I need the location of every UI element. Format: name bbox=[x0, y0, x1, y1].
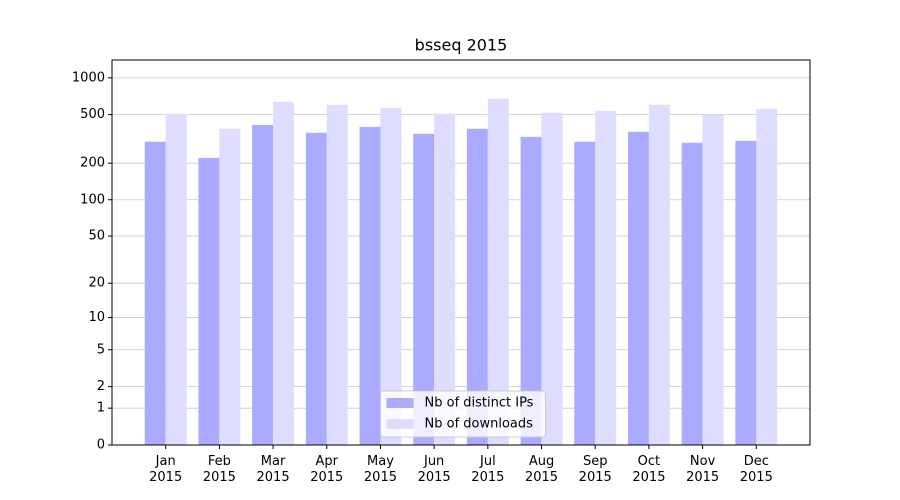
y-tick-label: 0 bbox=[97, 438, 105, 453]
x-tick-label: Dec 2015 bbox=[740, 454, 773, 485]
x-tick-label: Apr 2015 bbox=[310, 454, 343, 485]
bar bbox=[648, 104, 670, 445]
bar bbox=[681, 142, 703, 445]
bar bbox=[219, 128, 241, 445]
bar bbox=[198, 157, 220, 446]
bar bbox=[380, 107, 402, 445]
legend-swatch bbox=[386, 419, 414, 429]
bar bbox=[702, 114, 724, 445]
bar bbox=[735, 140, 757, 445]
y-tick-label: 5 bbox=[97, 342, 105, 357]
x-tick-label: Nov 2015 bbox=[686, 454, 719, 485]
x-tick-label: Sep 2015 bbox=[579, 454, 612, 485]
x-tick-label: Jun 2015 bbox=[418, 454, 451, 485]
legend-label: Nb of distinct IPs bbox=[425, 396, 534, 411]
y-tick-label: 1 bbox=[97, 401, 105, 416]
x-tick-label: May 2015 bbox=[364, 454, 397, 485]
bar bbox=[144, 141, 166, 445]
axes-frame bbox=[111, 59, 811, 446]
x-tick-label: Feb 2015 bbox=[203, 454, 236, 485]
bar bbox=[273, 101, 295, 446]
bar bbox=[627, 131, 649, 445]
y-tick-label: 100 bbox=[80, 192, 105, 207]
y-tick-label: 10 bbox=[88, 310, 105, 325]
bar bbox=[466, 128, 488, 445]
bars bbox=[144, 98, 778, 446]
legend-label: Nb of downloads bbox=[425, 417, 534, 432]
bar bbox=[252, 124, 274, 445]
chart-title: bsseq 2015 bbox=[415, 36, 508, 55]
bar bbox=[413, 133, 435, 445]
bar bbox=[574, 141, 596, 445]
bar bbox=[541, 112, 563, 446]
bar bbox=[434, 113, 456, 445]
bar bbox=[756, 108, 778, 446]
y-tick-label: 2 bbox=[97, 379, 105, 394]
x-tick-label: Mar 2015 bbox=[257, 454, 290, 485]
bar bbox=[359, 126, 381, 445]
bar bbox=[165, 113, 187, 445]
y-tick-label: 50 bbox=[88, 229, 105, 244]
legend-box bbox=[380, 390, 546, 438]
y-tick-label: 1000 bbox=[72, 70, 105, 85]
x-tick-label: Jan 2015 bbox=[149, 454, 182, 485]
bar bbox=[305, 132, 327, 445]
y-tick-label: 20 bbox=[88, 276, 105, 291]
bar bbox=[595, 110, 617, 445]
y-tick-label: 500 bbox=[80, 107, 105, 122]
bar bbox=[520, 136, 542, 445]
legend-swatch bbox=[386, 398, 414, 408]
bar bbox=[487, 98, 509, 445]
x-tick-label: Jul 2015 bbox=[471, 454, 504, 485]
bar bbox=[326, 104, 348, 445]
legend: Nb of distinct IPs Nb of downloads bbox=[380, 390, 546, 438]
x-tick-label: Oct 2015 bbox=[632, 454, 665, 485]
y-tick-label: 200 bbox=[80, 156, 105, 171]
x-tick-label: Aug 2015 bbox=[525, 454, 558, 485]
labels: 0 1 2 5 10 20 50 100 200 500 1000 Jan 2015 Feb 2015 Mar… bbox=[72, 70, 773, 484]
